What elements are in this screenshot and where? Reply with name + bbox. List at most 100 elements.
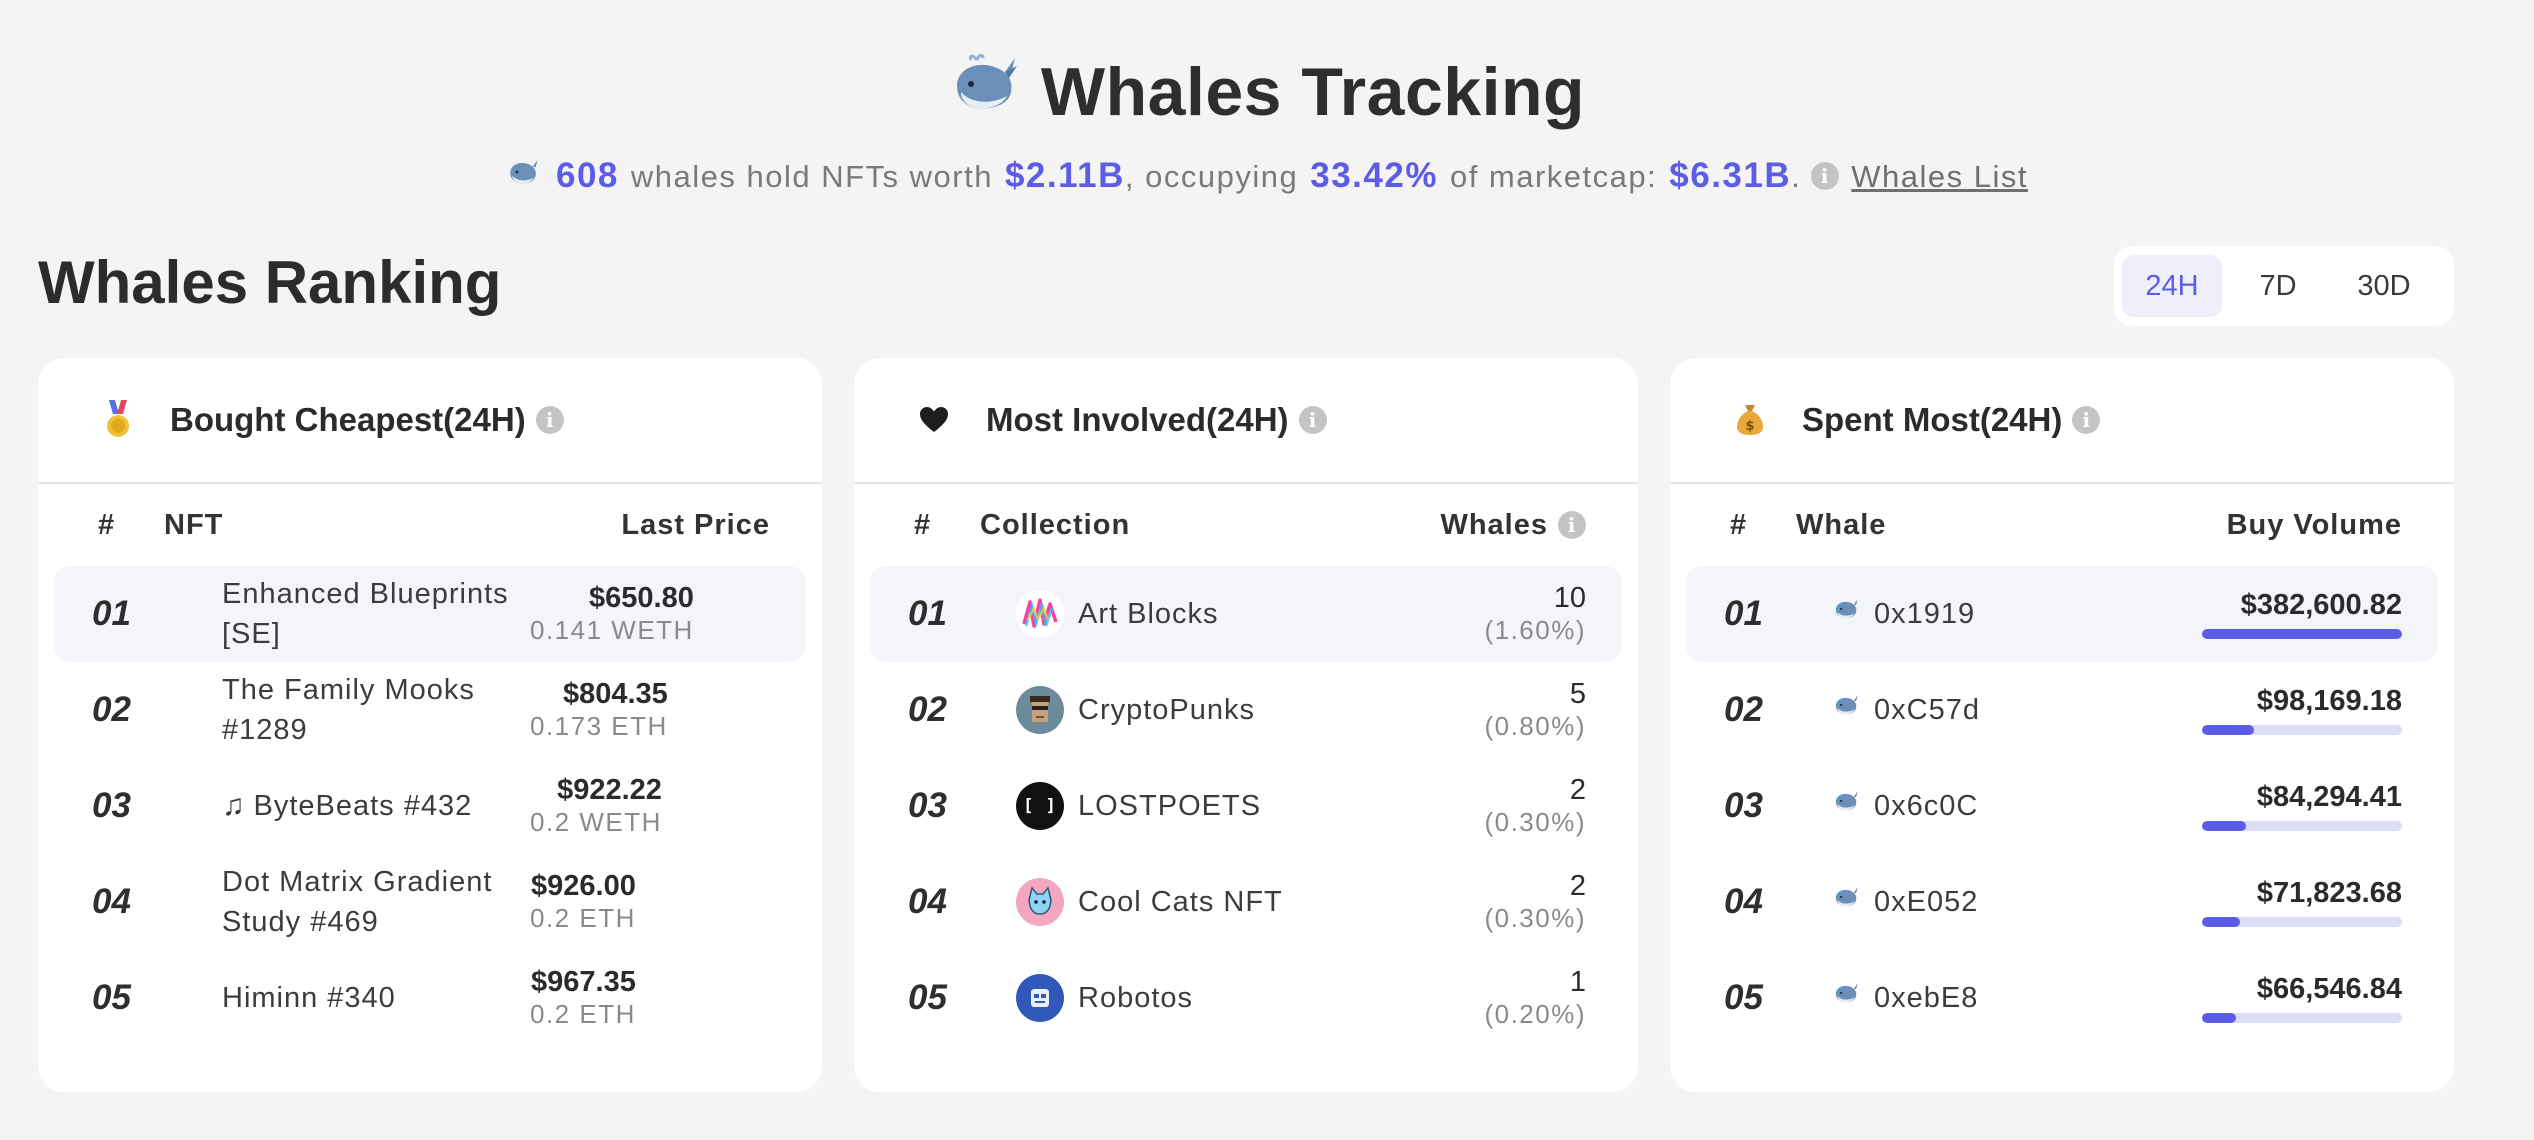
tab-24h[interactable]: 24H (2122, 255, 2222, 317)
marketcap-percent: 33.42% (1310, 156, 1438, 195)
section-title: Whales Ranking (38, 249, 502, 316)
price-usd: $804.35 (562, 678, 668, 710)
volume-bar-fill (2202, 1013, 2236, 1023)
volume-cell: $66,546.84 (2202, 973, 2402, 1023)
medal-icon (96, 400, 140, 440)
nft-name[interactable]: Enhanced Blueprints [SE] (222, 578, 509, 650)
tab-7d[interactable]: 7D (2259, 269, 2297, 302)
rank: 02 (1724, 690, 1763, 729)
whale-count: 5 (1569, 678, 1586, 710)
collection-cell[interactable]: Art Blocks (1016, 590, 1484, 638)
price-eth: 0.2 ETH (530, 999, 636, 1029)
whale-icon (1832, 978, 1860, 1018)
whale-address: 0xE052 (1874, 886, 1979, 918)
cool-cats-logo (1016, 878, 1064, 926)
whale-cell[interactable]: 0x6c0C (1832, 786, 2202, 826)
price-cell: $922.22 0.2 WETH (530, 774, 662, 838)
rank: 01 (1724, 594, 1763, 633)
price-usd: $967.35 (531, 966, 636, 998)
nft-name[interactable]: The Family Mooks #1289 (222, 674, 475, 746)
price-eth: 0.173 ETH (530, 711, 668, 741)
whale-cell[interactable]: 0xebE8 (1832, 978, 2202, 1018)
info-icon[interactable]: i (1811, 162, 1840, 190)
card-title: Bought Cheapest(24H) (170, 401, 526, 438)
table-row[interactable]: 04 Cool Cats NFT 2 (0.30%) (870, 854, 1622, 950)
volume-bar (2202, 821, 2402, 831)
col-header-collection: Collection (980, 508, 1131, 541)
table-row[interactable]: 05 Robotos 1 (0.20%) (870, 950, 1622, 1046)
lostpoets-logo: [ ] (1016, 782, 1064, 830)
nft-name-cell[interactable]: ♫ ByteBeats #432 (200, 786, 530, 826)
whale-count: 2 (1569, 774, 1586, 806)
whale-cell[interactable]: 0xE052 (1832, 882, 2202, 922)
whale-percent: (0.30%) (1484, 807, 1586, 837)
buy-volume: $382,600.82 (2240, 589, 2402, 621)
rank: 01 (92, 594, 131, 633)
tab-30d[interactable]: 30D (2357, 269, 2411, 302)
nft-name[interactable]: Dot Matrix Gradient Study #469 (222, 866, 493, 938)
table-row[interactable]: 01 0x1919 $382,600.82 (1686, 566, 2438, 662)
whale-percent: (1.60%) (1484, 615, 1586, 645)
whale-icon (1832, 690, 1860, 730)
whale-address: 0xC57d (1874, 694, 1980, 726)
col-header-rank: # (914, 508, 932, 541)
table-row[interactable]: 03 ♫ ByteBeats #432 $922.22 0.2 WETH (54, 758, 806, 854)
title-text: Whales Tracking (1040, 54, 1586, 130)
table-row[interactable]: 05 Himinn #340 $967.35 0.2 ETH (54, 950, 806, 1046)
nft-name: ByteBeats #432 (253, 790, 473, 822)
buy-volume: $71,823.68 (2256, 877, 2402, 909)
cryptopunks-logo (1016, 686, 1064, 734)
volume-bar-fill (2202, 725, 2254, 735)
whale-cell[interactable]: 0xC57d (1832, 690, 2202, 730)
price-cell: $926.00 0.2 ETH (530, 870, 636, 934)
col-header-rank: # (1730, 508, 1748, 541)
col-header-buy-volume[interactable]: Buy Volume (2226, 508, 2402, 541)
table-row[interactable]: 01 Art Blocks 10 (1.60%) (870, 566, 1622, 662)
collection-name: Cool Cats NFT (1078, 886, 1283, 918)
price-cell: $967.35 0.2 ETH (530, 966, 636, 1030)
whale-address: 0x1919 (1874, 598, 1976, 630)
col-header-whale: Whale (1796, 508, 1887, 541)
collection-name: LOSTPOETS (1078, 790, 1262, 822)
collection-cell[interactable]: Cool Cats NFT (1016, 878, 1484, 926)
table-header: # NFT Last Price (38, 484, 822, 566)
whale-cell[interactable]: 0x1919 (1832, 594, 2202, 634)
info-icon[interactable]: i (2072, 406, 2101, 434)
table-row[interactable]: 04 Dot Matrix Gradient Study #469 $926.0… (54, 854, 806, 950)
info-icon[interactable]: i (1298, 406, 1327, 434)
whale-icon (1832, 594, 1860, 634)
rank: 04 (92, 882, 131, 921)
collection-cell[interactable]: Robotos (1016, 974, 1484, 1022)
price-eth: 0.2 WETH (530, 807, 662, 837)
table-row[interactable]: 05 0xebE8 $66,546.84 (1686, 950, 2438, 1046)
table-header: # Collection Whales i (854, 484, 1638, 566)
info-icon[interactable]: i (1558, 511, 1586, 539)
col-header-whales[interactable]: Whales i (1440, 509, 1586, 542)
table-row[interactable]: 02 0xC57d $98,169.18 (1686, 662, 2438, 758)
table-row[interactable]: 03 [ ] LOSTPOETS 2 (0.30%) (870, 758, 1622, 854)
table-row[interactable]: 02 CryptoPunks 5 (0.80%) (870, 662, 1622, 758)
nft-name[interactable]: Himinn #340 (222, 982, 396, 1014)
whale-count: 608 (555, 156, 619, 195)
col-header-last-price[interactable]: Last Price (621, 508, 770, 541)
volume-cell: $71,823.68 (2202, 877, 2402, 927)
collection-cell[interactable]: [ ] LOSTPOETS (1016, 782, 1484, 830)
rank: 03 (1724, 786, 1763, 825)
info-icon[interactable]: i (535, 406, 564, 434)
rank: 01 (908, 594, 947, 633)
col-header-whales-label: Whales (1440, 508, 1548, 541)
volume-bar (2202, 1013, 2402, 1023)
collection-cell[interactable]: CryptoPunks (1016, 686, 1484, 734)
whale-count: 1 (1569, 966, 1586, 998)
whales-list-link[interactable]: Whales List (1851, 159, 2028, 194)
volume-bar (2202, 725, 2402, 735)
table-row[interactable]: 03 0x6c0C $84,294.41 (1686, 758, 2438, 854)
whales-cell: 5 (0.80%) (1484, 678, 1586, 742)
volume-cell: $98,169.18 (2202, 685, 2402, 735)
spent-most-card: $ Spent Most(24H) i # Whale Buy Volume 0… (1670, 358, 2454, 1092)
table-row[interactable]: 04 0xE052 $71,823.68 (1686, 854, 2438, 950)
table-row[interactable]: 01 Enhanced Blueprints [SE] $650.80 0.14… (54, 566, 806, 662)
rank: 05 (908, 978, 947, 1017)
volume-cell: $84,294.41 (2202, 781, 2402, 831)
table-row[interactable]: 02 The Family Mooks #1289 $804.35 0.173 … (54, 662, 806, 758)
